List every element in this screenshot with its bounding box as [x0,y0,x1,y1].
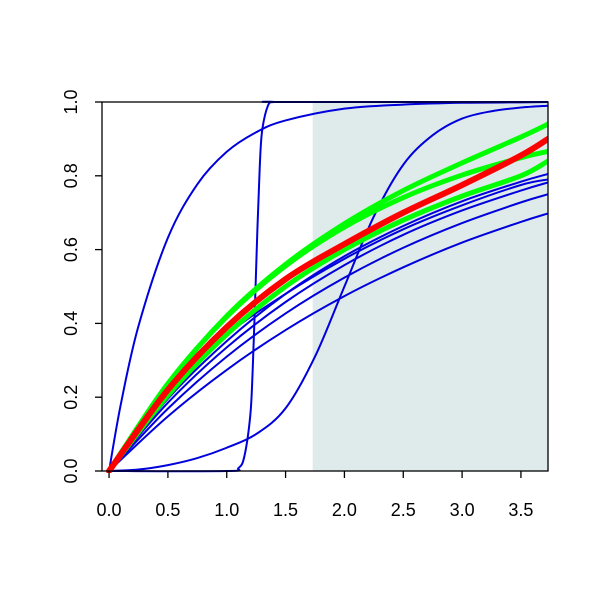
x-tick-label: 1.5 [273,500,298,520]
y-tick-label: 0.4 [61,311,81,336]
y-axis-ticks: 0.0 0.2 0.4 0.6 0.8 1.0 [61,89,102,484]
series-line-blue-6 [108,212,548,472]
y-tick-label: 0.6 [61,237,81,262]
series-line-blue-7 [108,172,548,472]
x-tick-label: 2.0 [332,500,357,520]
axes-layer [101,101,549,472]
y-tick-label: 0.8 [61,163,81,188]
series-line-green-11 [106,121,548,473]
x-tick-label: 0.0 [97,500,122,520]
x-tick-label: 3.0 [450,500,475,520]
series-line-blue-4 [108,181,548,472]
series-line-blue-3 [108,104,548,472]
x-tick-label: 0.5 [155,500,180,520]
series-layer [106,100,548,473]
series-line-blue-5 [108,193,548,472]
x-tick-label: 1.0 [214,500,239,520]
x-tick-label: 3.5 [508,500,533,520]
series-line-green-10 [106,158,548,473]
y-tick-label: 0.2 [61,385,81,410]
x-tick-label: 2.5 [391,500,416,520]
plot-box [101,101,549,472]
series-line-red-12 [106,135,548,473]
y-tick-label: 1.0 [61,89,81,114]
y-tick-label: 0.0 [61,458,81,483]
x-axis-ticks: 0.0 0.5 1.0 1.5 2.0 2.5 3.0 3.5 [97,471,533,520]
